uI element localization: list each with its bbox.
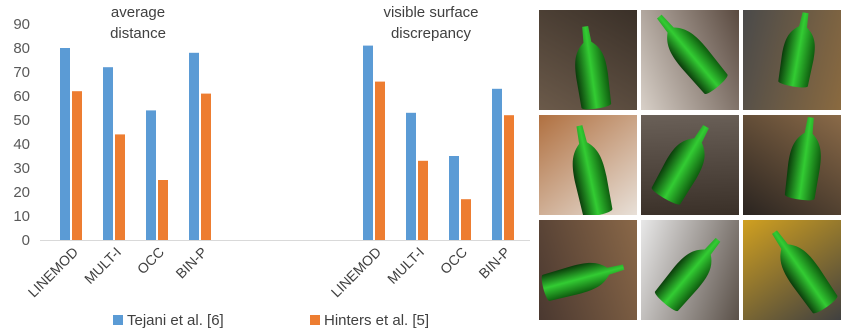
bottle-overlay [772, 230, 838, 314]
bottle-shape [772, 230, 838, 314]
y-tick-label: 70 [13, 64, 30, 81]
bottle-overlay [657, 14, 728, 94]
bar [406, 112, 416, 240]
bar [201, 93, 211, 240]
y-tick-label: 0 [22, 232, 30, 249]
pose-thumbnail [539, 10, 637, 110]
bar [115, 134, 125, 240]
x-tick-label: MULT-I [81, 244, 124, 287]
x-tick-label: MULT-I [384, 244, 427, 287]
y-tick-label: 90 [13, 16, 30, 33]
x-tick-label: LINEMOD [25, 244, 81, 300]
pose-thumbnail [641, 10, 739, 110]
x-tick-label: OCC [437, 244, 470, 277]
bar [504, 115, 514, 240]
bar [72, 91, 82, 240]
y-tick-label: 50 [13, 112, 30, 129]
panel-title: average [111, 4, 165, 21]
legend-label: Tejani et al. [6] [127, 312, 224, 329]
bar [189, 52, 199, 240]
bar [103, 67, 113, 240]
bottle-shape [572, 125, 613, 215]
y-tick-label: 30 [13, 160, 30, 177]
pose-thumbnail [641, 220, 739, 320]
bottle-overlay [655, 237, 721, 311]
legend-swatch [113, 315, 123, 325]
y-tick-label: 10 [13, 208, 30, 225]
bottle-overlay [575, 25, 612, 110]
y-tick-label: 80 [13, 40, 30, 57]
bar [492, 88, 502, 240]
bar [449, 156, 459, 240]
bottle-overlay [784, 116, 821, 201]
bar [60, 48, 70, 240]
panel-title: discrepancy [391, 25, 472, 42]
x-tick-label: OCC [134, 244, 167, 277]
bar [146, 110, 156, 241]
y-tick-label: 20 [13, 184, 30, 201]
panel-title: distance [110, 25, 166, 42]
x-tick-label: LINEMOD [328, 244, 384, 300]
bar [158, 180, 168, 240]
bottle-overlay [572, 125, 613, 215]
pose-estimation-thumbnails [539, 10, 841, 333]
bar-chart: 0 10 20 30 40 50 60 70 80 90 average distance LINEMO… [13, 4, 530, 329]
bottle-shape [657, 14, 728, 94]
bottle-shape [575, 25, 612, 110]
pose-thumbnail [743, 115, 841, 215]
x-tick-label: BIN-P [475, 244, 513, 282]
bar [418, 160, 428, 240]
bottle-shape [651, 124, 709, 205]
pose-thumbnail [539, 115, 637, 215]
bottle-shape [655, 237, 721, 311]
y-tick-label: 60 [13, 88, 30, 105]
legend-label: Hinters et al. [5] [324, 312, 429, 329]
pose-thumbnail [743, 220, 841, 320]
bottle-shape [541, 262, 625, 301]
panel-title: visible surface [383, 4, 478, 21]
y-tick-label: 40 [13, 136, 30, 153]
x-tick-label: BIN-P [172, 244, 210, 282]
pose-thumbnail [743, 10, 841, 110]
bottle-overlay [651, 124, 709, 205]
bottle-overlay [541, 262, 625, 301]
bar [375, 81, 385, 240]
bar [363, 45, 373, 240]
bottle-shape [784, 116, 821, 201]
bottle-shape [778, 12, 815, 88]
pose-thumbnail [641, 115, 739, 215]
bar [461, 199, 471, 240]
pose-thumbnail [539, 220, 637, 320]
bottle-overlay [778, 12, 815, 88]
legend-swatch [310, 315, 320, 325]
